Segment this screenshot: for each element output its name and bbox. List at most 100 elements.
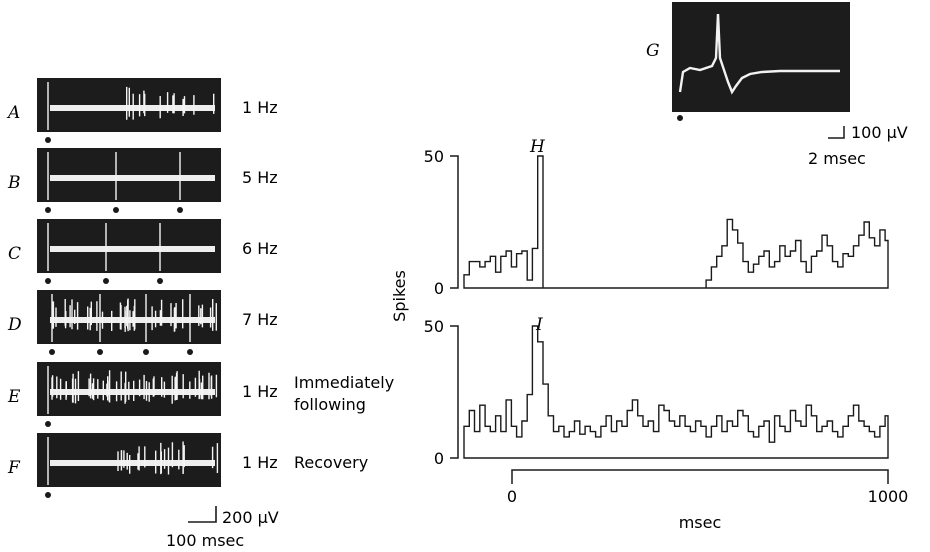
hist-bar <box>554 432 559 458</box>
hist-bar <box>464 275 469 288</box>
hist-bar <box>501 256 506 288</box>
hist-bar <box>622 426 627 458</box>
hist-bar <box>569 432 574 458</box>
hist-bar <box>532 326 537 458</box>
hist-bar <box>522 421 527 458</box>
stimulus-dot <box>157 278 163 284</box>
stimulus-dot <box>187 349 193 355</box>
hist-bar <box>722 246 727 288</box>
trace-panel-a: A 1 Hz <box>6 78 278 143</box>
hist-bar <box>475 432 480 458</box>
hist-bar <box>822 426 827 458</box>
trace-baseline <box>50 246 215 252</box>
hist-bar <box>854 405 859 458</box>
stimulus-dot <box>97 349 103 355</box>
hist-bar <box>859 235 864 288</box>
hist-bar <box>759 256 764 288</box>
trace-letter: B <box>7 173 21 193</box>
hist-bar <box>880 426 885 458</box>
hist-i-bars <box>463 325 889 459</box>
hist-bar <box>759 426 764 458</box>
hist-bar <box>606 416 611 458</box>
stimulus-dot <box>177 207 183 213</box>
hist-bar <box>711 426 716 458</box>
hist-bar <box>875 437 880 458</box>
trace-baseline <box>50 460 215 466</box>
hist-bar <box>838 437 843 458</box>
hist-bar <box>711 267 716 288</box>
hist-bar <box>875 246 880 288</box>
hist-bar <box>590 432 595 458</box>
hist-bar <box>817 432 822 458</box>
hist-bar <box>627 411 632 459</box>
hist-bar <box>838 267 843 288</box>
hist-bar <box>517 254 522 288</box>
trace-spikes <box>47 223 161 271</box>
trace-rate-label: 1 Hz <box>242 382 278 401</box>
inset-g-screen <box>672 2 850 112</box>
hist-bar <box>485 262 490 288</box>
histogram-h: H <box>463 137 889 289</box>
trace-panel-b: B 5 Hz <box>7 148 278 213</box>
hist-bar <box>748 272 753 288</box>
hist-outline <box>463 155 889 289</box>
hist-bar <box>596 437 601 458</box>
y-axis-label: Spikes <box>390 270 409 322</box>
trace-letter: F <box>7 458 21 478</box>
trace-note: Immediately <box>294 373 394 392</box>
hist-bar <box>775 262 780 288</box>
hist-bar <box>580 434 585 458</box>
hist-bar <box>517 437 522 458</box>
hist-bar <box>869 238 874 288</box>
hist-bar <box>638 416 643 458</box>
stimulus-dot <box>45 421 51 427</box>
hist-bar <box>764 251 769 288</box>
inset-g-letter: G <box>646 41 660 61</box>
stimulus-dot <box>45 207 51 213</box>
hist-bar <box>722 432 727 458</box>
hist-bar <box>464 426 469 458</box>
hist-bar <box>706 437 711 458</box>
hist-h-ytick-50: 50 <box>424 147 444 166</box>
hist-bar <box>754 437 759 458</box>
hist-bar <box>511 267 516 288</box>
hist-bar <box>490 256 495 288</box>
x-tick-1000: 1000 <box>868 487 909 506</box>
hist-bar <box>611 432 616 458</box>
hist-h-letter: H <box>529 137 546 157</box>
hist-bar <box>790 251 795 288</box>
trace-spikes <box>51 294 217 342</box>
trace-note-extra: following <box>294 395 366 414</box>
scale-left-amplitude: 200 μV <box>222 508 279 527</box>
hist-bar <box>848 256 853 288</box>
hist-bar <box>506 251 511 288</box>
inset-g-stimulus-dot <box>677 115 683 121</box>
hist-bar <box>480 405 485 458</box>
hist-bar <box>632 400 637 458</box>
hist-bar <box>527 280 532 288</box>
trace-spikes <box>47 82 215 130</box>
inset-g: G 100 μV 2 msec <box>646 2 908 168</box>
hist-i-ytick-0: 0 <box>434 449 444 468</box>
hist-bar <box>806 272 811 288</box>
x-tick-0: 0 <box>507 487 517 506</box>
hist-bar <box>764 421 769 458</box>
hist-bar <box>675 426 680 458</box>
stimulus-dot <box>45 492 51 498</box>
trace-letter: A <box>6 103 20 123</box>
hist-bar <box>490 432 495 458</box>
hist-bar <box>548 416 553 458</box>
trace-rate-label: 1 Hz <box>242 98 278 117</box>
hist-bar <box>696 421 701 458</box>
trace-rate-label: 1 Hz <box>242 453 278 472</box>
hist-bar <box>648 421 653 458</box>
trace-panel-c: C 6 Hz <box>8 219 278 284</box>
hist-bar <box>564 437 569 458</box>
x-axis-label: msec <box>679 513 722 532</box>
hist-bar <box>859 421 864 458</box>
hist-bar <box>532 248 537 288</box>
inset-g-time: 2 msec <box>808 149 866 168</box>
hist-bar <box>664 411 669 459</box>
hist-bar <box>827 421 832 458</box>
